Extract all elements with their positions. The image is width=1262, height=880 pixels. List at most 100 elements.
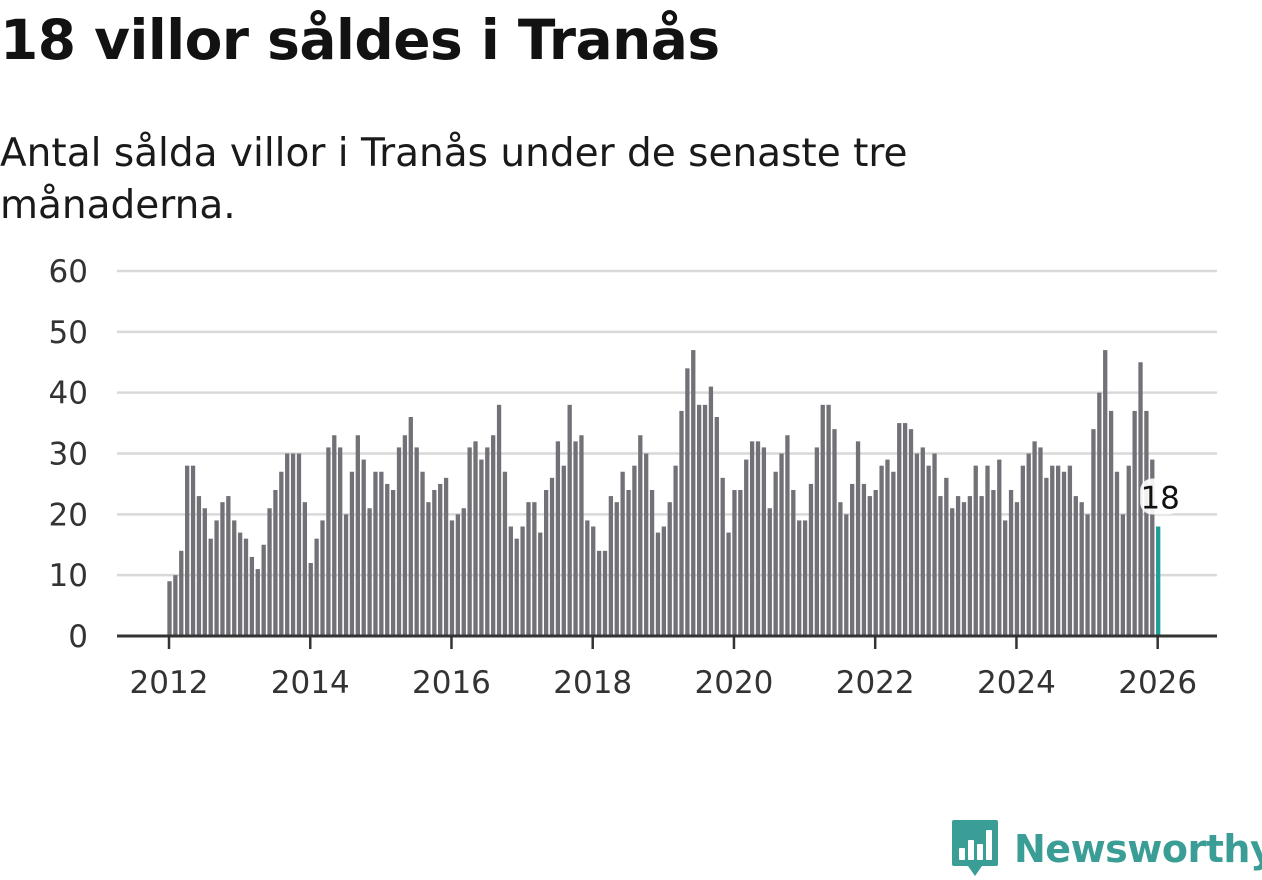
y-tick-label: 30 [49, 437, 88, 473]
bar [355, 435, 360, 636]
bar [396, 447, 402, 636]
bar [332, 435, 337, 636]
bar [685, 368, 690, 636]
bar [385, 483, 390, 636]
bar [1144, 410, 1149, 636]
bar [644, 453, 649, 636]
bar-chart: 0 10 20 30 40 50 60 2012 2014 2016 2018 2020 2022 202… [49, 254, 1217, 701]
bar [1020, 465, 1025, 636]
bar [326, 447, 331, 636]
bar [726, 532, 731, 636]
bar [1097, 392, 1102, 636]
bar [426, 502, 431, 636]
bar [961, 502, 967, 636]
bar [555, 441, 561, 636]
bar [661, 526, 666, 636]
bar [390, 490, 396, 636]
y-tick-label: 10 [49, 558, 88, 594]
bar [926, 465, 931, 636]
bar [373, 471, 378, 636]
bar [897, 423, 902, 636]
bar [773, 471, 778, 636]
bar [1008, 490, 1014, 636]
bar [514, 538, 519, 636]
bar [214, 520, 219, 636]
bar [361, 459, 366, 636]
bar [1026, 453, 1031, 636]
bar [226, 496, 231, 636]
bar [649, 490, 655, 636]
bar [1014, 502, 1020, 636]
bar [591, 526, 596, 636]
bar [467, 447, 472, 636]
bar [785, 435, 790, 636]
bar [985, 465, 990, 636]
bar [579, 435, 584, 636]
x-tick-label: 2020 [695, 665, 774, 701]
bar [855, 441, 861, 636]
bar [991, 490, 996, 636]
bar [573, 441, 578, 636]
bar [1085, 514, 1090, 636]
bar [744, 459, 749, 636]
bar [802, 520, 808, 636]
bar [261, 544, 266, 636]
bar [249, 556, 255, 636]
bar [867, 496, 872, 636]
bar [538, 532, 543, 636]
bar [302, 502, 308, 636]
latest-value-label: 18 [1140, 481, 1179, 517]
bar [1132, 410, 1137, 636]
bar [179, 550, 184, 636]
bar [526, 502, 531, 636]
bar [379, 471, 384, 636]
bar [290, 453, 296, 636]
bar [1091, 429, 1096, 636]
labels: 0 10 20 30 40 50 60 2012 2014 2016 2018 2020 2022 202… [49, 254, 1198, 701]
bar [632, 465, 637, 636]
bar [1126, 465, 1131, 636]
bar [673, 465, 678, 636]
bar [549, 477, 555, 636]
bar [732, 490, 737, 636]
bar [1044, 477, 1049, 636]
bar [243, 538, 249, 636]
x-tick-label: 2024 [977, 665, 1056, 701]
bar [596, 550, 602, 636]
bar [408, 417, 413, 636]
bar [473, 441, 478, 636]
bar [638, 435, 643, 636]
bar [1050, 465, 1055, 636]
bar [502, 471, 508, 636]
bar [285, 453, 290, 636]
x-tick-label: 2022 [836, 665, 915, 701]
x-tick-label: 2012 [130, 665, 209, 701]
bar-latest [1156, 526, 1161, 636]
bar [349, 471, 355, 636]
bar [320, 520, 325, 636]
y-tick-label: 50 [49, 315, 88, 351]
bar [608, 496, 614, 636]
bar [1103, 350, 1108, 636]
bar [443, 477, 449, 636]
bar [850, 483, 855, 636]
x-tick-label: 2014 [271, 665, 350, 701]
bar [873, 490, 878, 636]
bar [708, 386, 714, 636]
bar [932, 453, 937, 636]
newsworthy-logo-icon [952, 820, 998, 876]
bar [561, 465, 566, 636]
bar [314, 538, 319, 636]
bar [761, 447, 767, 636]
bar [279, 471, 284, 636]
bar [1038, 447, 1043, 636]
bar [1150, 459, 1155, 636]
chart-title: 18 villor såldes i Tranås [0, 8, 720, 72]
bar [532, 502, 537, 636]
brand-name: Newsworthy [1014, 827, 1262, 871]
x-tick-label: 2018 [553, 665, 632, 701]
bar [620, 471, 625, 636]
bar [691, 350, 696, 636]
bar [720, 477, 725, 636]
bar [585, 520, 590, 636]
